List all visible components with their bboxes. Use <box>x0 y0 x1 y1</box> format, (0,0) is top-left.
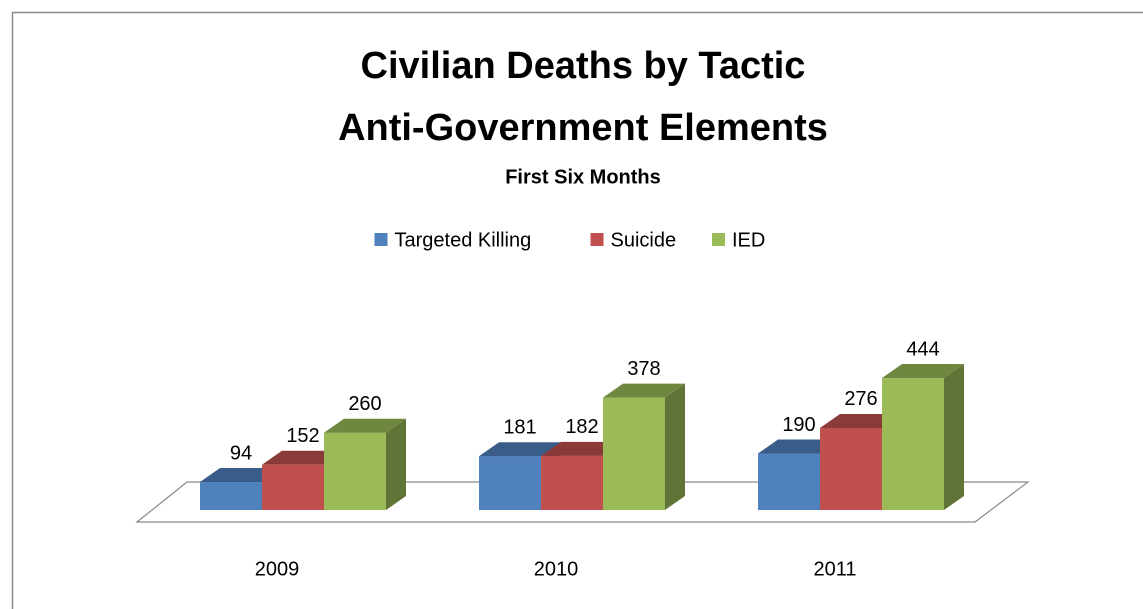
bar-top <box>758 439 840 454</box>
x-tick-label: 2009 <box>255 558 300 580</box>
bar-top <box>262 450 344 465</box>
value-label: 152 <box>286 425 319 447</box>
value-label: 276 <box>844 388 877 410</box>
chart-title: Anti-Government Elements <box>338 107 828 149</box>
legend-swatch <box>590 233 604 246</box>
legend-label: Suicide <box>611 229 677 251</box>
value-label: 94 <box>230 442 252 464</box>
chart-title: Civilian Deaths by Tactic <box>361 45 806 87</box>
bar-side <box>665 383 685 510</box>
bar-front <box>479 456 541 510</box>
legend-label: IED <box>732 229 765 251</box>
bar-top <box>820 413 902 428</box>
x-tick-label: 2011 <box>813 558 856 580</box>
x-tick-label: 2010 <box>534 558 579 580</box>
bar-top <box>541 441 623 456</box>
value-label: 260 <box>348 393 381 415</box>
value-label: 181 <box>503 416 536 438</box>
bar-front <box>324 432 386 510</box>
bar-top <box>882 364 964 378</box>
bar <box>324 418 406 510</box>
bar-front <box>200 482 262 510</box>
bar-front <box>820 427 882 510</box>
bar-side <box>386 418 406 510</box>
bar-top <box>324 418 406 433</box>
value-label: 378 <box>627 358 660 380</box>
value-label: 182 <box>565 416 598 438</box>
bar-top <box>603 383 685 398</box>
chart-subtitle: First Six Months <box>505 166 661 188</box>
bar-front <box>882 378 944 510</box>
bar-front <box>262 464 324 510</box>
value-label: 190 <box>782 414 815 436</box>
bar-top <box>200 468 282 483</box>
bar <box>882 364 964 510</box>
bar-top <box>479 442 561 457</box>
value-label: 444 <box>906 338 939 360</box>
bar-front <box>603 397 665 510</box>
bar-side <box>944 364 964 510</box>
legend-label: Targeted Killing <box>395 229 532 251</box>
legend-swatch <box>712 233 725 246</box>
bar-front <box>541 455 603 510</box>
bar-front <box>758 453 820 510</box>
bar <box>603 383 685 510</box>
legend-swatch <box>374 233 388 246</box>
